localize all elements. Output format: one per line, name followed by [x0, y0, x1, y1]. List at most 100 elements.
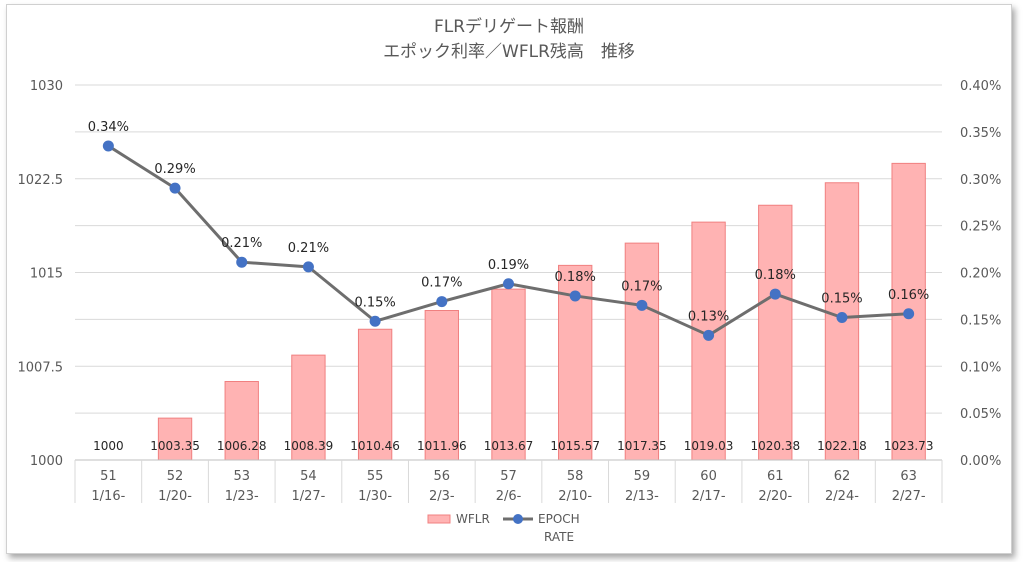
- data-labels: 1000 1003.35 1006.28 1008.39 1010.46 1011.96 1…: [88, 120, 934, 453]
- bar-value-label: 1015.57: [550, 439, 600, 453]
- category-axis: 51 1/16- 52 1/20- 53 1/23- 54 1/27- 55 1/30- 56 2/3…: [74, 459, 943, 504]
- bar-wflr: [758, 204, 793, 461]
- rate-value-label: 0.18%: [555, 270, 596, 285]
- rate-value-label: 0.15%: [821, 292, 862, 307]
- right-axis-tick-label: 0.10%: [960, 360, 1001, 375]
- bar-wflr: [357, 328, 393, 461]
- category-date-label: 2/13-: [625, 489, 659, 504]
- category-epoch-label: 55: [367, 469, 384, 484]
- right-axis-tick-label: 0.30%: [960, 173, 1001, 188]
- epoch-rate-point: [169, 182, 181, 194]
- category-epoch-label: 52: [167, 469, 184, 484]
- epoch-rate-point: [436, 296, 448, 308]
- legend-label-rate: RATE: [544, 530, 574, 544]
- category-date-label: 2/3-: [429, 489, 455, 504]
- bar-wflr: [691, 221, 726, 461]
- right-axis-tick-label: 0.20%: [960, 267, 1001, 282]
- left-axis-tick-label: 1015: [30, 267, 63, 282]
- right-axis-tick-label: 0.05%: [960, 407, 1001, 422]
- legend-swatch-marker: [513, 514, 523, 524]
- category-date-label: 1/20-: [158, 489, 192, 504]
- category-date-label: 2/24-: [825, 489, 859, 504]
- legend-swatch-wflr: [427, 514, 451, 524]
- bar-value-label: 1011.96: [417, 439, 467, 453]
- category-epoch-label: 62: [834, 469, 851, 484]
- bar-value-label: 1022.18: [817, 439, 867, 453]
- epoch-rate-point: [636, 299, 648, 311]
- grid-lines: 0.00% 0.05% 0.10% 0.15% 0.20% 0.25% 0.30% 0.35%…: [18, 79, 1002, 469]
- legend: WFLR EPOCH RATE: [427, 512, 580, 544]
- chart-title-line2: エポック利率／WFLR残高 推移: [383, 42, 635, 62]
- rate-value-label: 0.17%: [421, 276, 462, 291]
- epoch-rate-point: [302, 261, 314, 273]
- category-epoch-label: 51: [100, 469, 117, 484]
- left-axis-tick-label: 1030: [30, 79, 63, 94]
- bar-wflr: [624, 242, 660, 461]
- category-epoch-label: 56: [434, 469, 451, 484]
- category-date-label: 2/20-: [758, 489, 792, 504]
- left-axis-tick-label: 1000: [30, 454, 63, 469]
- right-axis-tick-label: 0.00%: [960, 454, 1001, 469]
- category-date-label: 2/6-: [496, 489, 522, 504]
- bar-value-label: 1006.28: [217, 439, 267, 453]
- category-epoch-label: 57: [500, 469, 517, 484]
- rate-value-label: 0.19%: [488, 258, 529, 273]
- left-axis-tick-label: 1022.5: [18, 173, 64, 188]
- category-epoch-label: 54: [300, 469, 317, 484]
- rate-value-label: 0.16%: [888, 288, 929, 303]
- rate-value-label: 0.21%: [221, 236, 262, 251]
- right-axis-tick-label: 0.35%: [960, 126, 1001, 141]
- bar-value-label: 1013.67: [484, 439, 534, 453]
- bar-value-label: 1017.35: [617, 439, 667, 453]
- category-date-label: 2/10-: [558, 489, 592, 504]
- bar-value-label: 1003.35: [150, 439, 200, 453]
- right-axis-tick-label: 0.25%: [960, 220, 1001, 235]
- bar-value-label: 1000: [93, 439, 124, 453]
- category-date-label: 2/27-: [892, 489, 926, 504]
- right-axis-tick-label: 0.15%: [960, 313, 1001, 328]
- epoch-rate-point: [102, 140, 114, 152]
- category-epoch-label: 60: [700, 469, 717, 484]
- category-epoch-label: 53: [233, 469, 250, 484]
- rate-value-label: 0.29%: [154, 162, 195, 177]
- right-axis-tick-label: 0.40%: [960, 79, 1001, 94]
- chart: FLRデリゲート報酬 エポック利率／WFLR残高 推移 0.00%0.05%0.…: [18, 16, 1002, 544]
- rate-value-label: 0.15%: [354, 295, 395, 310]
- epoch-rate-point: [703, 329, 715, 341]
- bar-value-label: 1020.38: [750, 439, 800, 453]
- category-epoch-label: 63: [900, 469, 917, 484]
- legend-label-epoch: EPOCH: [538, 512, 580, 526]
- line-series-epoch-rate: [102, 140, 915, 341]
- left-axis-tick-label: 1007.5: [18, 360, 64, 375]
- rate-value-label: 0.21%: [288, 241, 329, 256]
- epoch-rate-point: [903, 308, 915, 320]
- rate-value-label: 0.18%: [755, 268, 796, 283]
- category-epoch-label: 59: [634, 469, 651, 484]
- chart-title-line1: FLRデリゲート報酬: [434, 16, 584, 37]
- category-date-label: 1/30-: [358, 489, 392, 504]
- epoch-rate-point: [236, 256, 248, 268]
- bar-wflr: [424, 310, 459, 461]
- category-date-label: 1/27-: [291, 489, 325, 504]
- bar-wflr: [491, 288, 526, 461]
- category-date-label: 1/16-: [91, 489, 125, 504]
- category-date-label: 1/23-: [225, 489, 259, 504]
- bar-value-label: 1008.39: [284, 439, 334, 453]
- category-date-label: 2/17-: [692, 489, 726, 504]
- epoch-rate-point: [769, 288, 781, 300]
- legend-label-wflr: WFLR: [456, 512, 490, 526]
- category-epoch-label: 58: [567, 469, 584, 484]
- chart-frame: FLRデリゲート報酬 エポック利率／WFLR残高 推移 0.00% 0.05% 0.…: [6, 4, 1012, 554]
- epoch-rate-point: [503, 278, 514, 290]
- epoch-rate-point: [369, 315, 381, 327]
- bar-value-label: 1019.03: [684, 439, 734, 453]
- epoch-rate-point: [836, 312, 848, 323]
- category-epoch-label: 61: [767, 469, 784, 484]
- rate-value-label: 0.13%: [688, 309, 729, 324]
- bar-value-label: 1010.46: [350, 439, 400, 453]
- bar-series-wflr: [157, 162, 926, 461]
- rate-value-label: 0.34%: [88, 120, 129, 135]
- bar-value-label: 1023.73: [884, 439, 934, 453]
- epoch-rate-point: [569, 290, 581, 302]
- rate-value-label: 0.17%: [621, 279, 662, 294]
